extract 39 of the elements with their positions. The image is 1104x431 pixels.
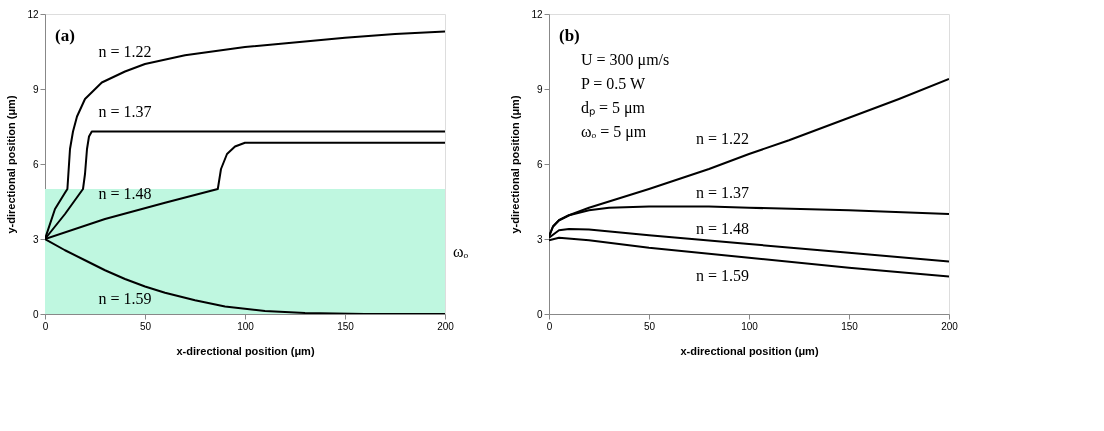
annotation: (a)	[55, 26, 75, 45]
annotation: (b)	[559, 26, 580, 45]
series-label: n = 1.22	[695, 130, 749, 147]
x-axis-title: x-directional position (μm)	[176, 344, 315, 357]
y-tick-label: 9	[32, 83, 39, 95]
y-tick-label: 3	[536, 233, 543, 245]
x-tick-label: 0	[42, 320, 49, 332]
series-label: n = 1.48	[695, 220, 749, 237]
annotation: dₚ = 5 μm	[581, 99, 646, 117]
y-axis-title: y-directional position (μm)	[509, 95, 522, 234]
y-tick-label: 0	[32, 308, 39, 320]
series-label: n = 1.59	[695, 266, 749, 284]
x-tick-label: 100	[741, 320, 759, 332]
band-label: ωₒ	[453, 242, 469, 260]
y-tick-label: 12	[27, 8, 39, 20]
series-label: n = 1.37	[695, 183, 749, 201]
x-tick-label: 150	[337, 320, 355, 332]
x-tick-label: 200	[941, 320, 959, 332]
annotation: U = 300 μm/s	[581, 51, 670, 69]
y-axis-title: y-directional position (μm)	[5, 95, 18, 234]
y-tick-label: 3	[32, 233, 39, 245]
y-tick-label: 6	[32, 158, 39, 170]
y-tick-label: 12	[531, 8, 543, 20]
x-tick-label: 200	[437, 320, 455, 332]
y-tick-label: 9	[536, 83, 543, 95]
x-axis-title: x-directional position (μm)	[680, 344, 819, 357]
series-label: n = 1.48	[98, 184, 152, 202]
annotation: ωₒ = 5 μm	[581, 123, 647, 141]
y-tick-label: 0	[536, 308, 543, 320]
annotation: P = 0.5 W	[581, 75, 647, 92]
x-tick-label: 150	[841, 320, 859, 332]
y-tick-label: 6	[536, 158, 543, 170]
x-tick-label: 0	[546, 320, 553, 332]
x-tick-label: 100	[237, 320, 255, 332]
x-tick-label: 50	[139, 320, 152, 332]
x-tick-label: 50	[643, 320, 656, 332]
series-label: n = 1.37	[98, 102, 152, 120]
series-label: n = 1.59	[98, 290, 152, 307]
series-label: n = 1.22	[98, 42, 152, 60]
